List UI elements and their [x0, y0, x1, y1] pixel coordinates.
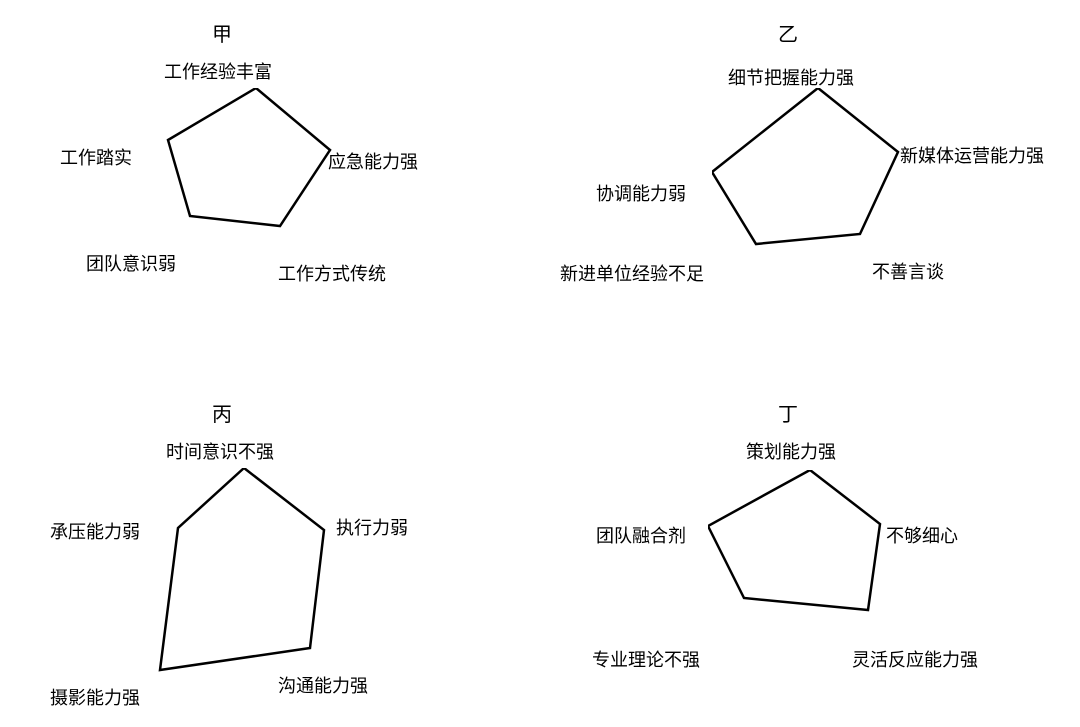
panel-yi-label-left: 协调能力弱	[596, 180, 686, 206]
panel-bing-shape	[150, 468, 350, 678]
panel-yi-shape	[712, 88, 912, 258]
panel-yi-title: 乙	[778, 18, 798, 47]
panel-ding-shape	[708, 470, 898, 630]
panel-ding-label-right: 不够细心	[886, 522, 958, 548]
panel-ding-label-left: 团队融合剂	[596, 522, 686, 548]
panel-jia-title: 甲	[212, 18, 232, 47]
panel-jia-label-left: 工作踏实	[60, 144, 132, 170]
panel-jia-label-top: 工作经验丰富	[164, 58, 272, 84]
panel-ding-title: 丁	[778, 398, 798, 427]
panel-bing-title: 丙	[212, 398, 232, 427]
panel-yi-label-right: 新媒体运营能力强	[900, 142, 1044, 168]
panel-jia-label-br: 工作方式传统	[278, 260, 386, 286]
panel-ding-label-top: 策划能力强	[746, 438, 836, 464]
panel-bing-label-top: 时间意识不强	[166, 438, 274, 464]
panel-yi-label-bl: 新进单位经验不足	[560, 260, 704, 286]
panel-bing-label-br: 沟通能力强	[278, 672, 368, 698]
panel-yi-label-top: 细节把握能力强	[728, 64, 854, 90]
panel-bing-label-right: 执行力弱	[336, 514, 408, 540]
panel-ding-label-br: 灵活反应能力强	[852, 646, 978, 672]
panel-bing-label-bl: 摄影能力强	[50, 684, 140, 710]
panel-jia-label-right: 应急能力强	[328, 148, 418, 174]
panel-yi-label-br: 不善言谈	[872, 258, 944, 284]
panel-jia-label-bl: 团队意识弱	[86, 250, 176, 276]
panel-bing-label-left: 承压能力弱	[50, 518, 140, 544]
panel-jia-shape	[160, 88, 340, 248]
panel-ding-label-bl: 专业理论不强	[592, 646, 700, 672]
